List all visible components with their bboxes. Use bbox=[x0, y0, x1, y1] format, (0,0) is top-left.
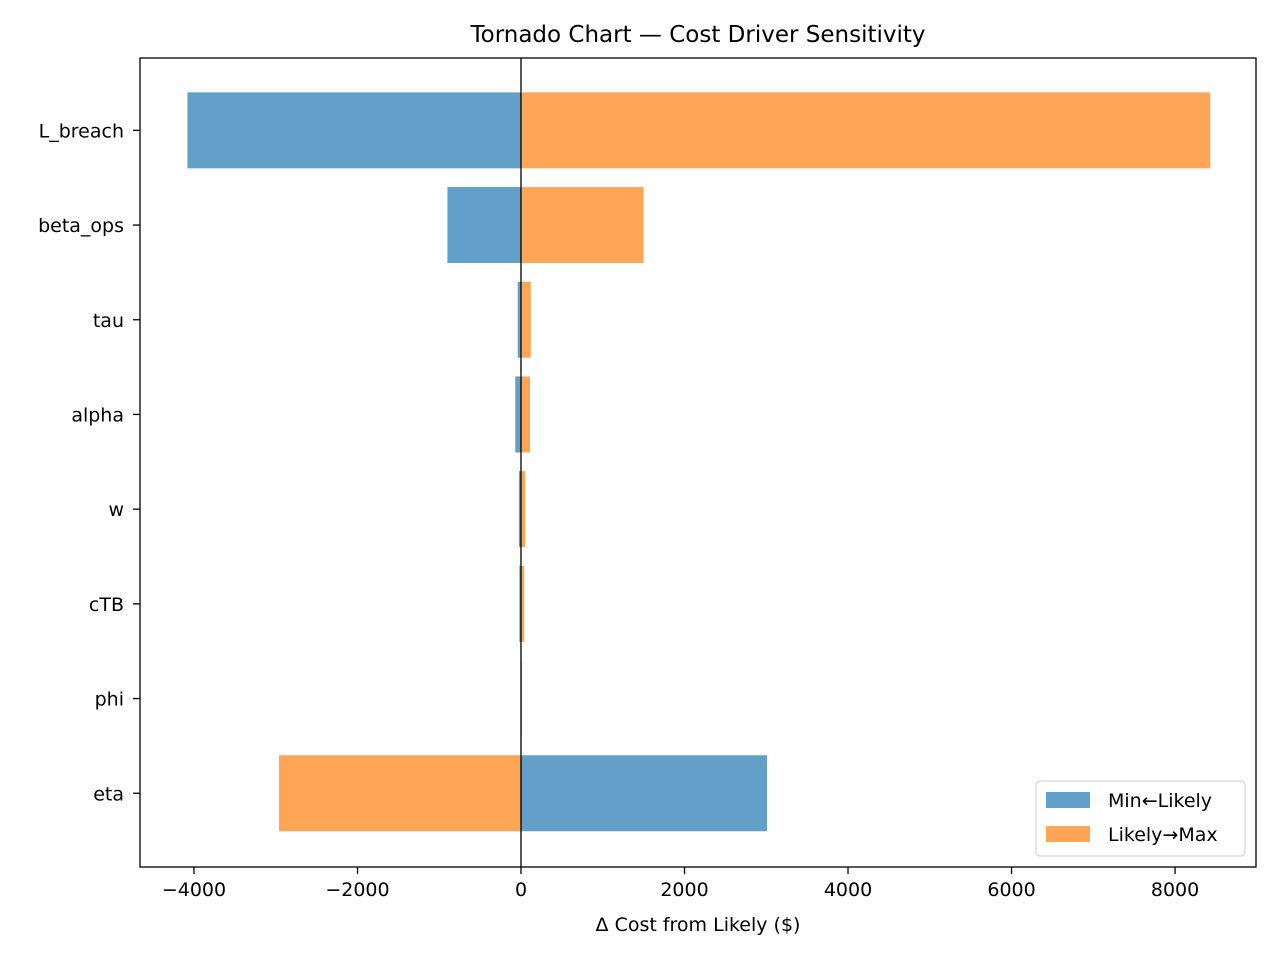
x-tick-label: 0 bbox=[515, 879, 527, 901]
x-tick-label: 4000 bbox=[824, 879, 872, 901]
y-tick-label: w bbox=[108, 499, 124, 521]
x-tick-label: 6000 bbox=[987, 879, 1035, 901]
y-tick-label: tau bbox=[93, 310, 124, 332]
legend-label: Min←Likely bbox=[1108, 790, 1212, 812]
y-tick-label: alpha bbox=[71, 404, 124, 426]
plot-frame bbox=[139, 57, 1257, 868]
bar-likely-max-cTB bbox=[520, 565, 525, 642]
bar-min-likely-w bbox=[518, 471, 521, 548]
legend-swatch bbox=[1046, 792, 1090, 808]
y-tick-label: cTB bbox=[89, 594, 124, 616]
bar-likely-max-beta_ops bbox=[520, 187, 644, 264]
bar-min-likely-tau bbox=[517, 281, 521, 358]
bar-likely-max-alpha bbox=[520, 376, 530, 453]
legend-label: Likely→Max bbox=[1108, 824, 1218, 846]
bar-likely-max-tau bbox=[520, 281, 531, 358]
axes-layer: −4000 −2000 0 2000 4000 6000 8000 L_breach beta_… bbox=[38, 57, 1257, 901]
bar-likely-max-eta bbox=[278, 755, 521, 832]
bars-layer bbox=[187, 92, 1211, 832]
y-tick-label: eta bbox=[93, 783, 124, 805]
legend-swatch bbox=[1046, 826, 1090, 842]
x-tick-label: 2000 bbox=[660, 879, 708, 901]
x-axis-label: Δ Cost from Likely ($) bbox=[596, 914, 801, 936]
y-tick-label: phi bbox=[95, 689, 124, 711]
legend[interactable]: Min←Likely Likely→Max bbox=[1035, 780, 1246, 857]
chart-title: Tornado Chart — Cost Driver Sensitivity bbox=[469, 22, 925, 48]
x-tick-label: −2000 bbox=[325, 879, 389, 901]
x-tick-label: 8000 bbox=[1151, 879, 1199, 901]
bar-min-likely-L_breach bbox=[187, 92, 521, 169]
bar-min-likely-cTB bbox=[519, 565, 521, 642]
y-tick-label: beta_ops bbox=[38, 215, 124, 237]
bar-likely-max-L_breach bbox=[520, 92, 1211, 169]
bar-min-likely-eta bbox=[520, 755, 768, 832]
bar-likely-max-w bbox=[520, 471, 526, 548]
x-tick-label: −4000 bbox=[162, 879, 226, 901]
bar-min-likely-alpha bbox=[515, 376, 521, 453]
bar-min-likely-beta_ops bbox=[447, 187, 521, 264]
y-tick-label: L_breach bbox=[39, 120, 124, 142]
